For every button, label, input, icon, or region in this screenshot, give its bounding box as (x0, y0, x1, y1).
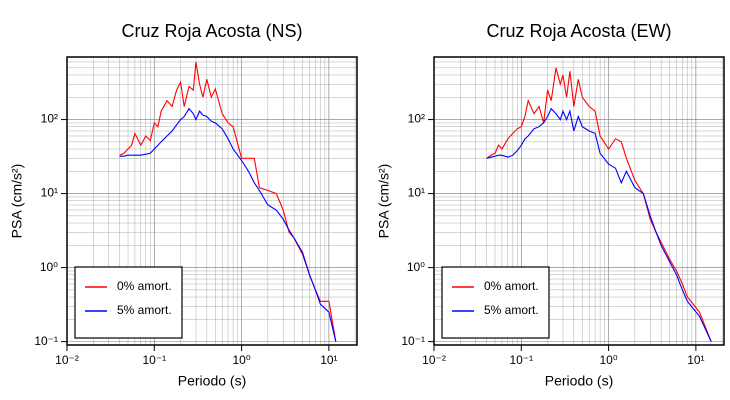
y-tick-label: 10² (41, 112, 58, 126)
x-tick-label: 10⁻¹ (142, 353, 166, 367)
y-tick-label: 10⁰ (407, 260, 425, 274)
plot-frame (66, 56, 358, 346)
y-axis-label: PSA (cm/s²) (376, 164, 392, 239)
x-tick-label: 10⁻¹ (509, 353, 533, 367)
x-tick-label: 10¹ (320, 353, 337, 367)
y-tick-label: 10⁻¹ (401, 334, 425, 348)
legend-label: 0% amort. (117, 279, 172, 293)
x-tick-label: 10⁻² (422, 353, 446, 367)
x-axis-label: Periodo (s) (545, 373, 613, 389)
legend-label: 5% amort. (484, 303, 539, 317)
y-tick-label: 10² (408, 112, 425, 126)
x-tick-label: 10⁰ (232, 353, 250, 367)
y-tick-label: 10¹ (408, 186, 425, 200)
series-line (119, 61, 337, 342)
y-axis-label: PSA (cm/s²) (9, 164, 25, 239)
x-axis-label: Periodo (s) (178, 373, 246, 389)
chart-title: Cruz Roja Acosta (NS) (121, 21, 302, 41)
subplot: 10⁻² 10⁻¹ 10⁰ 10¹ 10⁻¹ 10⁰ 10¹ 10² 0% amort. 5% a… (376, 21, 725, 389)
y-tick-label: 10¹ (41, 186, 58, 200)
legend-label: 5% amort. (117, 303, 172, 317)
legend-box (74, 266, 183, 339)
x-tick-label: 10⁰ (599, 353, 617, 367)
plot-frame (433, 56, 725, 346)
x-tick-label: 10¹ (687, 353, 704, 367)
chart-title: Cruz Roja Acosta (EW) (486, 21, 671, 41)
series-line (119, 107, 337, 342)
y-tick-label: 10⁻¹ (34, 334, 58, 348)
series-line (486, 107, 712, 342)
legend-box (441, 266, 550, 339)
x-tick-label: 10⁻² (55, 353, 79, 367)
subplot: 10⁻² 10⁻¹ 10⁰ 10¹ 10⁻¹ 10⁰ 10¹ 10² 0% amort. 5% a… (9, 21, 358, 389)
legend-label: 0% amort. (484, 279, 539, 293)
y-tick-label: 10⁰ (40, 260, 58, 274)
